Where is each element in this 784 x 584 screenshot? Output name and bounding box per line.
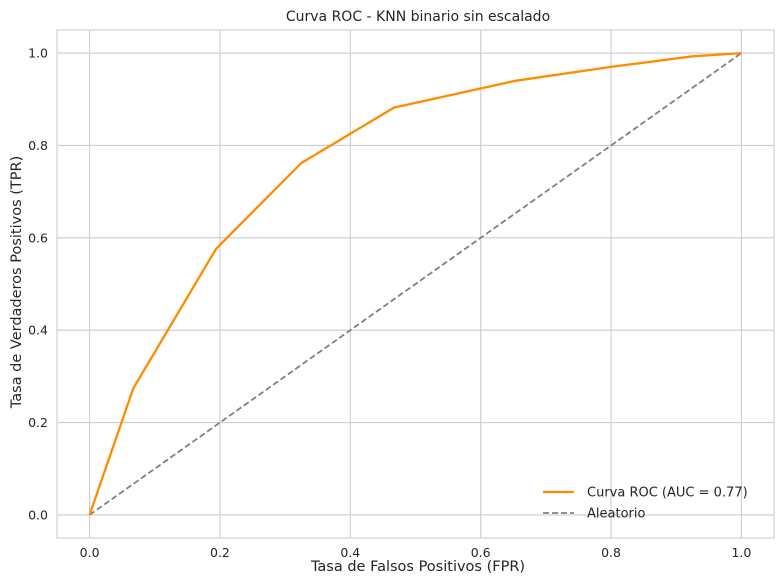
x-tick-label: 0.6 <box>471 545 491 560</box>
series-layer <box>88 51 742 516</box>
legend-label: Aleatorio <box>587 507 645 522</box>
y-axis-label: Tasa de Verdaderos Positivos (TPR) <box>9 156 25 409</box>
legend: Curva ROC (AUC = 0.77) Aleatorio <box>543 486 748 522</box>
tick-labels: 0.0 0.2 0.4 0.6 0.8 1.0 0.0 0.2 0.4 0.6 0.8 1.0 <box>28 46 751 560</box>
y-tick-label: 0.8 <box>28 138 48 153</box>
y-tick-label: 1.0 <box>28 46 48 61</box>
plot-frame <box>56 29 775 539</box>
y-tick-label: 0.4 <box>28 323 48 338</box>
y-tick-label: 0.6 <box>28 230 48 245</box>
random-baseline-line <box>89 52 742 516</box>
y-tick-label: 0.2 <box>28 415 48 430</box>
roc-curve-line <box>88 51 742 516</box>
x-tick-label: 0.2 <box>210 545 230 560</box>
y-tick-label: 0.0 <box>28 507 48 522</box>
x-tick-label: 1.0 <box>731 545 751 560</box>
legend-label: Curva ROC (AUC = 0.77) <box>587 486 748 501</box>
x-axis-label: Tasa de Falsos Positivos (FPR) <box>310 559 525 575</box>
grid <box>57 30 774 538</box>
chart-title: Curva ROC - KNN binario sin escalado <box>286 9 550 25</box>
x-tick-label: 0.8 <box>601 545 621 560</box>
x-tick-label: 0.0 <box>80 545 100 560</box>
x-tick-label: 0.4 <box>340 545 360 560</box>
